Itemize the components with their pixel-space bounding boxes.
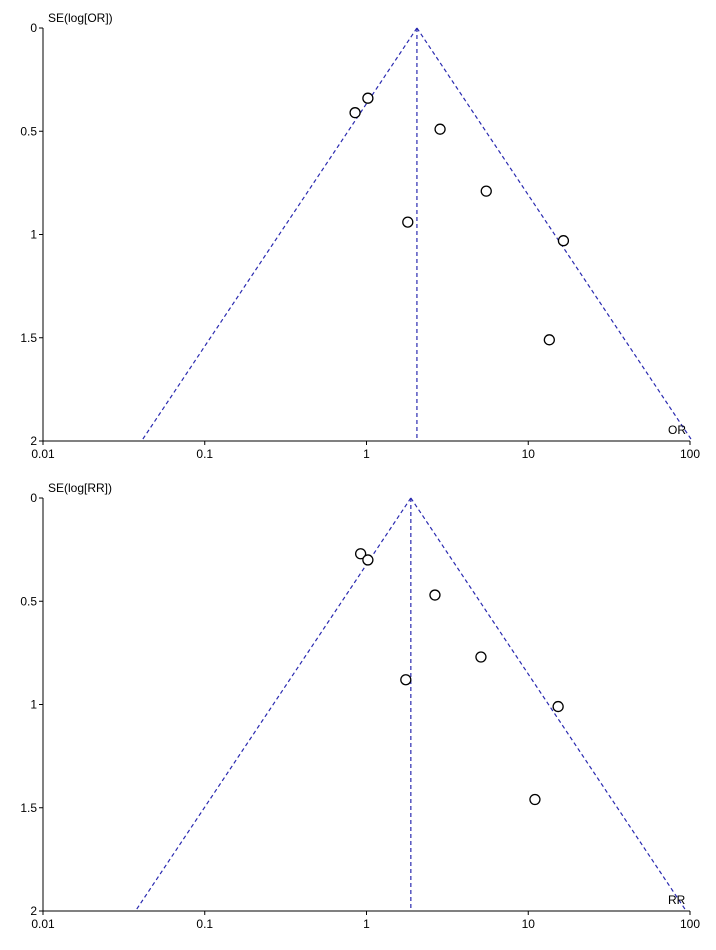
study-point: [400, 674, 412, 686]
x-tick-label: 100: [680, 917, 700, 931]
y-axis-title: SE(log[OR]): [48, 11, 113, 25]
y-tick-label: 1: [30, 698, 37, 712]
study-point: [552, 700, 564, 713]
study-point: [557, 235, 570, 247]
funnel-left-limit: [141, 27, 418, 442]
study-point: [362, 554, 374, 566]
y-axis-title: SE(log[RR]): [48, 481, 112, 495]
funnel-left-limit: [134, 497, 412, 912]
x-tick-label: 0.1: [196, 447, 213, 461]
x-axis-title: OR: [668, 423, 686, 437]
x-tick-label: 100: [680, 447, 700, 461]
x-tick-label: 0.1: [196, 917, 213, 931]
study-point: [354, 548, 367, 560]
y-tick-label: 1: [30, 228, 37, 242]
y-tick-label: 2: [30, 904, 37, 918]
y-tick-label: 0: [30, 21, 37, 35]
study-point: [349, 107, 361, 119]
funnel-right-limit: [410, 497, 687, 912]
y-tick-label: 0.5: [20, 594, 37, 608]
study-point: [475, 651, 487, 663]
funnel-right-limit: [416, 27, 693, 442]
x-tick-label: 10: [522, 917, 536, 931]
y-tick-label: 2: [30, 434, 37, 448]
study-point: [529, 793, 541, 806]
x-tick-label: 10: [522, 447, 536, 461]
x-tick-label: 1: [363, 447, 370, 461]
study-point: [362, 92, 374, 104]
study-point: [434, 123, 446, 135]
funnel-plot-1: 0 0.5 1 1.5 20.01 0.1 1 10 100 SE(log[OR]) OR: [20, 11, 700, 461]
y-tick-label: 1.5: [20, 331, 37, 345]
study-point: [543, 334, 555, 346]
x-tick-label: 0.01: [31, 447, 55, 461]
y-tick-label: 0.5: [20, 124, 37, 138]
x-tick-label: 0.01: [31, 917, 55, 931]
y-tick-label: 1.5: [20, 801, 37, 815]
x-axis-title: RR: [668, 893, 686, 907]
funnel-plot-2: 0 0.5 1 1.5 20.01 0.1 1 10 100 SE(log[RR]) RR: [20, 481, 700, 931]
x-tick-label: 1: [363, 917, 370, 931]
study-point: [402, 216, 414, 228]
study-point: [480, 185, 492, 197]
y-tick-label: 0: [30, 491, 37, 505]
study-point: [429, 589, 441, 601]
